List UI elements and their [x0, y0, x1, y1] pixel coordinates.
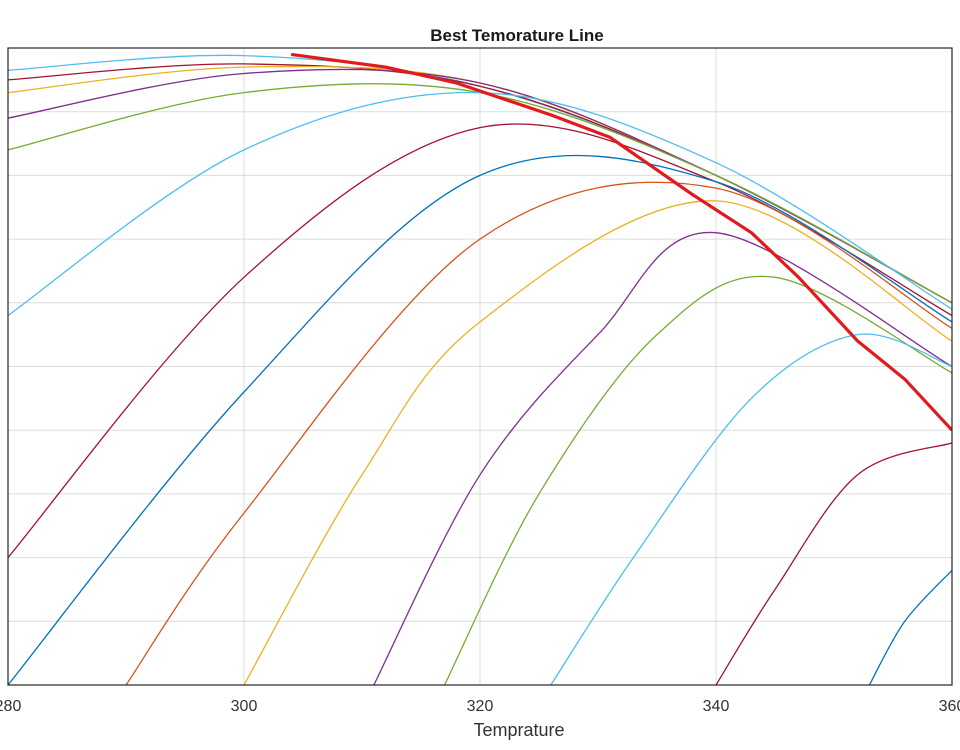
best-temperature-line — [290, 52, 952, 432]
x-tick-label-340: 340 — [703, 698, 730, 715]
grid-lines — [7, 48, 953, 685]
x-tick-label-360: 360 — [939, 698, 960, 715]
series-curve-8 — [8, 154, 952, 685]
series-curve-11 — [373, 231, 952, 685]
plot-series — [8, 52, 952, 685]
x-axis-ticks: 280 300 320 340 360 — [0, 698, 960, 715]
x-tick-label-320: 320 — [467, 698, 494, 715]
chart-title: Best Temorature Line — [430, 26, 604, 45]
series-curve-13 — [550, 333, 952, 685]
series-curve-12 — [444, 275, 952, 685]
axes-frame — [7, 47, 953, 686]
x-axis-label: Temprature — [473, 720, 564, 740]
series-curve-9 — [125, 181, 952, 685]
series-curve-14 — [715, 442, 952, 685]
x-tick-label-280: 280 — [0, 698, 21, 715]
series-curve-15 — [868, 569, 952, 685]
x-tick-label-300: 300 — [231, 698, 258, 715]
series-curve-10 — [243, 200, 952, 685]
